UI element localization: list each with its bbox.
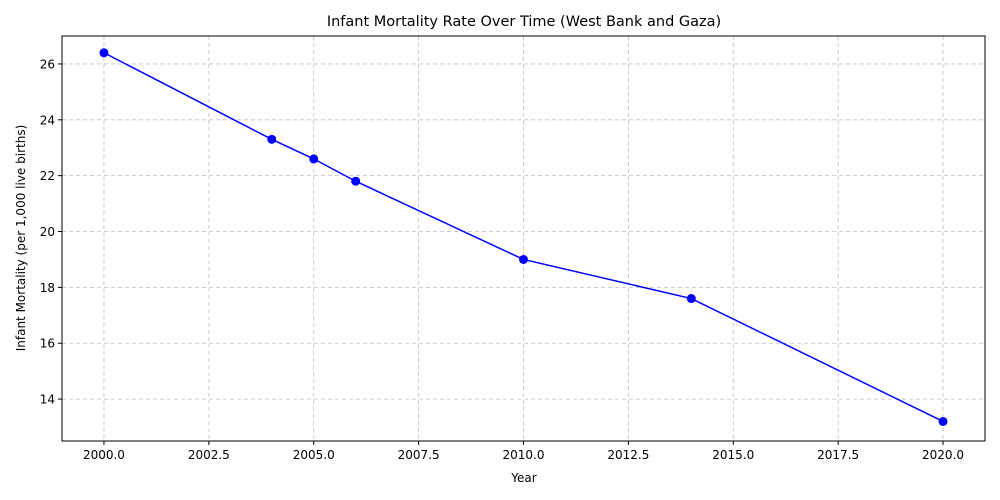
y-axis-label: Infant Mortality (per 1,000 live births) [14, 125, 28, 352]
x-tick-label: 2010.0 [503, 448, 545, 462]
chart-title: Infant Mortality Rate Over Time (West Ba… [327, 14, 721, 30]
data-point [519, 254, 528, 264]
y-tick-label: 16 [40, 337, 55, 351]
x-tick-label: 2000.0 [83, 448, 125, 462]
data-point [938, 416, 948, 426]
data-point [309, 154, 319, 164]
data-point [351, 176, 361, 186]
grid [62, 36, 985, 441]
x-tick-label: 2002.5 [188, 448, 230, 462]
y-tick-label: 14 [40, 393, 55, 407]
data-point [99, 48, 109, 58]
y-tick-label: 22 [40, 169, 55, 183]
y-tick-label: 24 [40, 113, 55, 127]
x-axis-label: Year [510, 471, 536, 485]
x-tick-label: 2017.5 [817, 448, 859, 462]
y-tick-label: 18 [40, 281, 55, 295]
x-tick-label: 2007.5 [398, 448, 440, 462]
data-point [686, 294, 696, 304]
x-tick-label: 2020.0 [922, 448, 964, 462]
data-point [267, 134, 277, 144]
y-axis: 14 16 18 20 22 24 26 [40, 57, 62, 407]
y-tick-label: 20 [40, 225, 55, 239]
y-tick-label: 26 [40, 57, 55, 71]
x-tick-label: 2015.0 [712, 448, 754, 462]
x-axis: 2000.0 2002.5 2005.0 2007.5 2010.0 2012.5 2015… [83, 441, 964, 462]
x-tick-label: 2005.0 [293, 448, 335, 462]
x-tick-label: 2012.5 [607, 448, 649, 462]
series-layer [99, 48, 948, 426]
